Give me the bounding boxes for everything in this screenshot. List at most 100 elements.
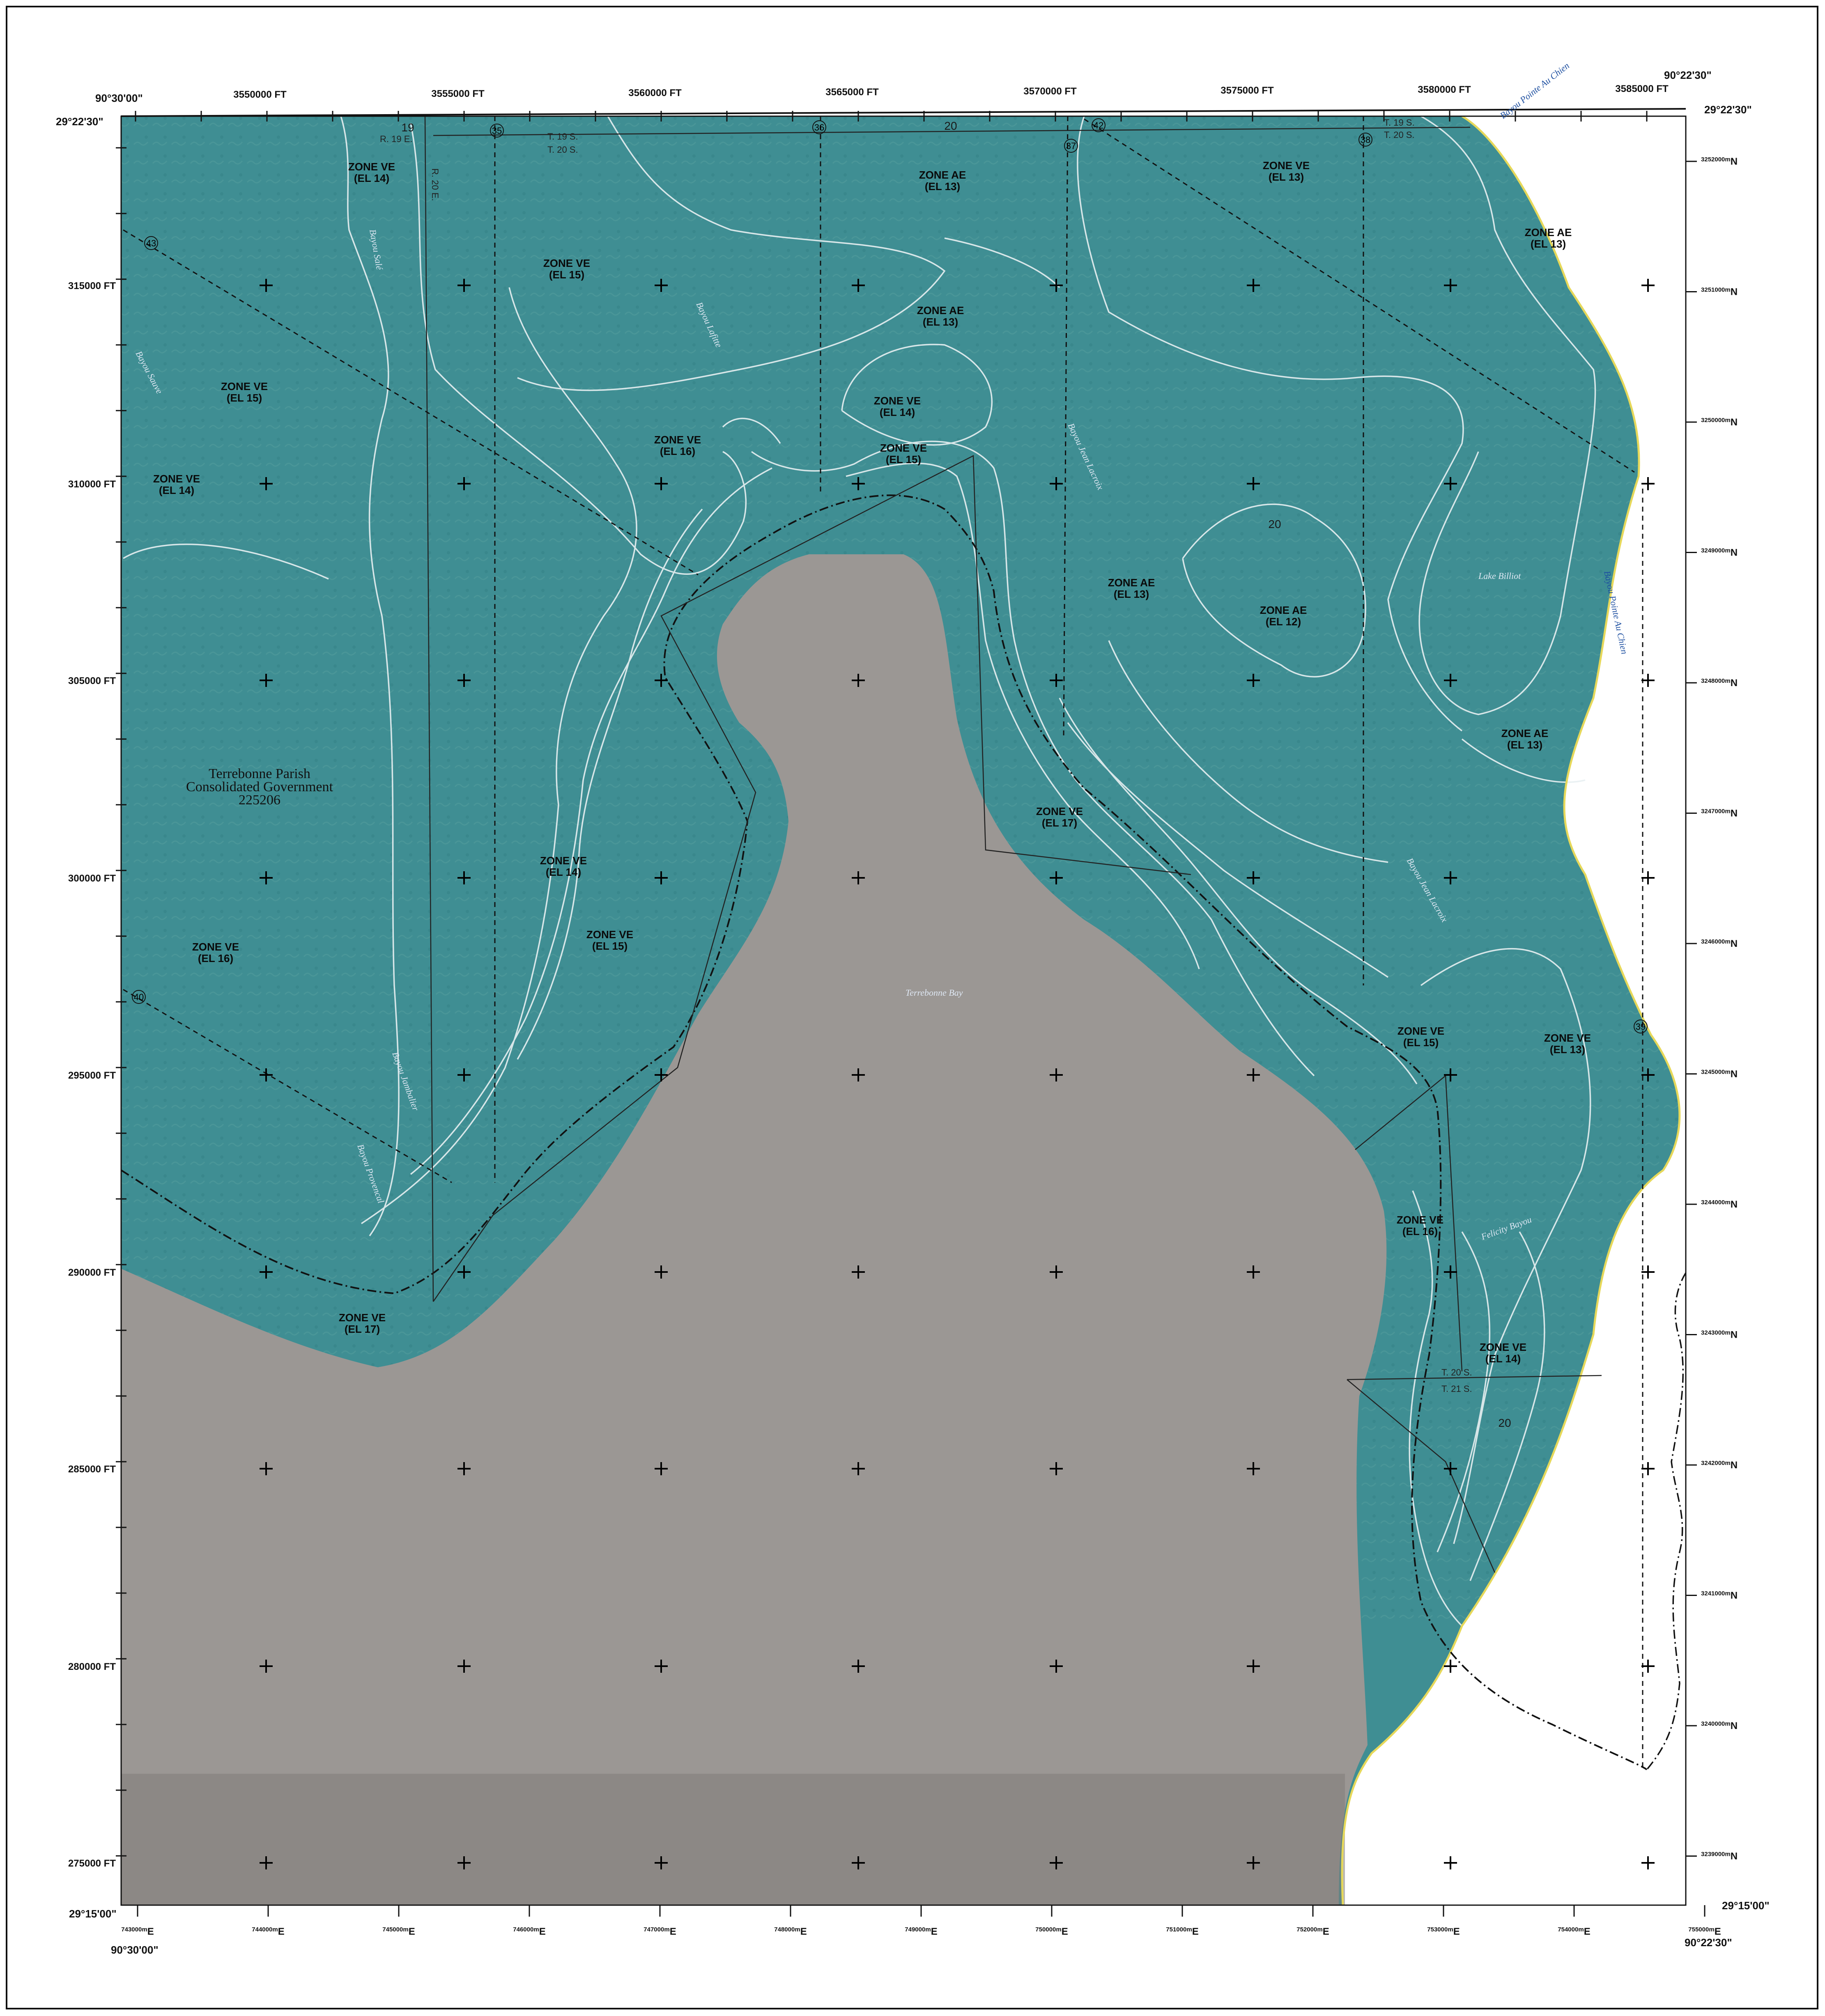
grid-cross — [457, 1660, 471, 1673]
corner-bottom-left-lon: 90°30'00" — [111, 1944, 159, 1956]
utm-east-label: 745000mE — [382, 1926, 415, 1937]
easting-label: 3580000 FT — [1418, 84, 1471, 95]
grid-cross — [260, 477, 273, 490]
grid-cross — [1050, 1660, 1063, 1673]
zone-label: ZONE VE (EL 14) — [1480, 1341, 1526, 1365]
section-circle: 36 — [812, 120, 826, 134]
grid-cross — [852, 674, 865, 687]
grid-cross — [1641, 1068, 1655, 1081]
utm-north-label: 3247000mN — [1701, 808, 1738, 819]
top-easting-labels: 3550000 FT 3555000 FT 3560000 FT 3565000 FT… — [233, 83, 1669, 100]
easting-label: 3550000 FT — [233, 89, 287, 100]
zone-label: ZONE AE (EL 13) — [1501, 727, 1549, 751]
section-circle: 43 — [144, 236, 158, 250]
grid-cross — [1247, 1856, 1260, 1869]
svg-text:43: 43 — [146, 238, 156, 248]
water-label: Bayou Pointe Au Chien — [1498, 60, 1571, 121]
utm-east-label: 744000mE — [252, 1926, 284, 1937]
grid-cross — [1444, 1265, 1457, 1279]
grid-cross — [1641, 279, 1655, 292]
grid-cross — [1444, 1462, 1457, 1475]
svg-text:35: 35 — [492, 126, 502, 136]
easting-label: 3575000 FT — [1220, 85, 1274, 96]
owner-label: Terrebonne Parish Consolidated Government… — [186, 766, 333, 808]
grid-cross — [260, 871, 273, 884]
grid-cross — [260, 1462, 273, 1475]
utm-north-label: 3243000mN — [1701, 1329, 1738, 1341]
township-label: T. 19 S. — [547, 131, 578, 142]
grid-cross — [655, 477, 668, 490]
grid-cross — [1444, 1856, 1457, 1869]
grid-cross — [1247, 1068, 1260, 1081]
grid-cross — [1641, 674, 1655, 687]
section-number: 19 — [401, 121, 414, 134]
grid-cross — [1247, 871, 1260, 884]
northing-label: 315000 FT — [68, 280, 116, 292]
grid-cross — [1050, 1462, 1063, 1475]
township-labels: R. 19 E. R. 20 E. T. 19 S. T. 20 S. T. 1… — [380, 117, 1472, 1394]
grid-cross — [457, 1068, 471, 1081]
grid-cross — [852, 871, 865, 884]
corner-top-right-lat: 29°22'30" — [1704, 103, 1752, 116]
map-neatline — [120, 115, 1687, 1906]
zone-label: ZONE VE (EL 16) — [1397, 1214, 1443, 1238]
grid-cross — [457, 279, 471, 292]
right-utm-labels: 3252000mN 3251000mN 3250000mN 3249000mN 3248… — [1686, 156, 1738, 1862]
corner-top-right-lon: 90°22'30" — [1664, 69, 1712, 81]
zone-label: ZONE VE (EL 14) — [540, 854, 587, 878]
northing-label: 295000 FT — [68, 1070, 116, 1081]
dark-water-band — [121, 1774, 1345, 1905]
map-frame — [6, 6, 1818, 2009]
bottom-utm-labels: 743000mE 744000mE 745000mE 746000mE 747000mE… — [121, 1905, 1721, 1937]
left-northing-labels: 315000 FT 310000 FT 305000 FT 300000 FT 2950… — [68, 280, 116, 1869]
utm-north-label: 3240000mN — [1701, 1720, 1738, 1731]
utm-east-label: 751000mE — [1166, 1926, 1198, 1937]
easting-label: 3560000 FT — [628, 87, 682, 99]
zone-label: ZONE AE (EL 13) — [917, 304, 964, 328]
grid-cross — [1050, 1068, 1063, 1081]
water-label: Lake Billiot — [1478, 571, 1521, 581]
grid-cross — [1050, 279, 1063, 292]
grid-cross — [1641, 1265, 1655, 1279]
grid-cross — [1050, 871, 1063, 884]
grid-cross — [1444, 871, 1457, 884]
grid-cross — [457, 674, 471, 687]
grid-cross — [1641, 871, 1655, 884]
corner-bottom-left-lat: 29°15'00" — [69, 1908, 117, 1920]
grid-cross — [1050, 1856, 1063, 1869]
contour-value: 20 — [1498, 1417, 1511, 1429]
grid-cross — [457, 1856, 471, 1869]
zone-label: ZONE VE (EL 15) — [1397, 1025, 1444, 1049]
utm-east-label: 755000mE — [1688, 1926, 1721, 1937]
grid-cross — [1641, 1856, 1655, 1869]
utm-north-label: 3249000mN — [1701, 547, 1738, 558]
grid-cross — [260, 1660, 273, 1673]
grid-cross — [655, 871, 668, 884]
grid-cross — [457, 477, 471, 490]
section-circle: 38 — [1358, 133, 1372, 147]
grid-cross — [1050, 674, 1063, 687]
utm-north-label: 3239000mN — [1701, 1851, 1738, 1862]
grid-cross — [1247, 279, 1260, 292]
zone-label: ZONE VE (EL 14) — [153, 473, 200, 496]
zone-label: ZONE VE (EL 16) — [192, 941, 239, 964]
utm-north-label: 3246000mN — [1701, 938, 1738, 949]
svg-text:40: 40 — [134, 992, 144, 1002]
utm-north-label: 3251000mN — [1701, 287, 1738, 298]
utm-east-label: 754000mE — [1558, 1926, 1590, 1937]
contour-value: 20 — [1268, 518, 1281, 530]
grid-cross — [852, 1462, 865, 1475]
utm-east-label: 747000mE — [644, 1926, 676, 1937]
grid-cross — [852, 477, 865, 490]
utm-east-label: 746000mE — [513, 1926, 545, 1937]
range-label: R. 20 E. — [430, 168, 440, 201]
grid-cross — [655, 1462, 668, 1475]
dashed-section-lines — [123, 116, 1643, 1770]
grid-cross — [1050, 477, 1063, 490]
zone-label: ZONE VE (EL 15) — [586, 928, 633, 952]
grid-cross — [1444, 279, 1457, 292]
zone-labels: ZONE VE (EL 14) ZONE VE (EL 15) ZONE AE (EL… — [153, 159, 1591, 1365]
grid-cross — [1247, 1462, 1260, 1475]
grid-cross — [655, 674, 668, 687]
